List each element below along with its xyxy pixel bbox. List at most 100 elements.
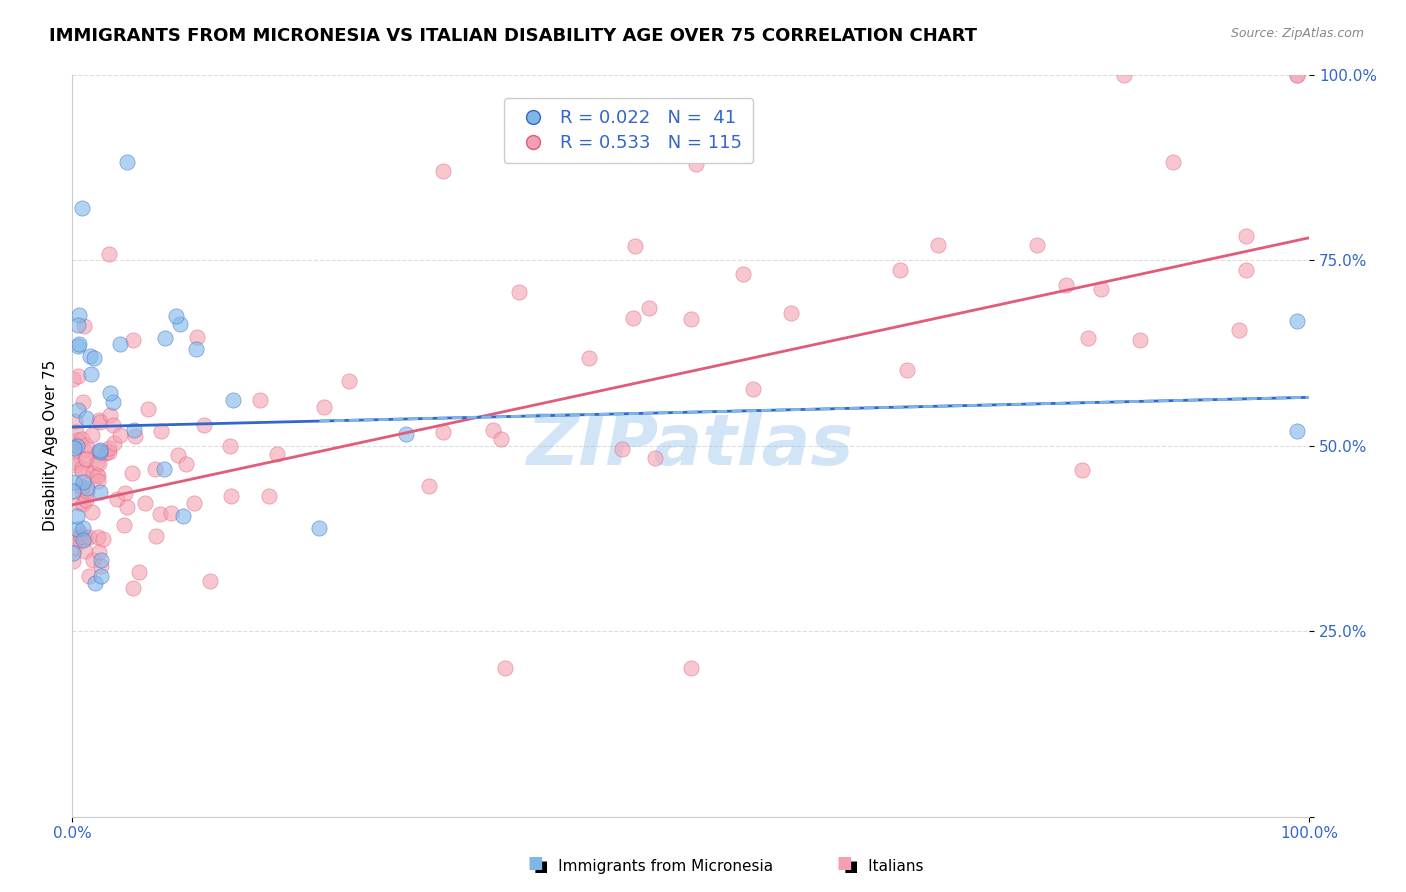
Point [89, 415, 111, 429]
Point [75, 410, 97, 425]
Point [67, 338, 90, 352]
Point [103, 417, 125, 432]
Point [193, 417, 215, 432]
Point [75, 438, 97, 452]
Text: IMMIGRANTS FROM MICRONESIA VS ITALIAN DISABILITY AGE OVER 75 CORRELATION CHART: IMMIGRANTS FROM MICRONESIA VS ITALIAN DI… [49, 27, 977, 45]
Point [578, 351, 600, 365]
Point [98, 408, 121, 422]
Point [115, 500, 138, 515]
Point [80, 506, 103, 520]
Point [219, 489, 242, 503]
Point [153, 331, 176, 345]
Point [1090, 282, 1112, 296]
Point [122, 333, 145, 347]
Point [89, 443, 111, 458]
Point [200, 574, 222, 589]
Point [395, 426, 418, 441]
Point [76, 484, 98, 499]
Point [91, 533, 114, 547]
Point [84, 576, 107, 591]
Point [121, 466, 143, 480]
Point [312, 401, 335, 415]
Point [1054, 278, 1077, 293]
Point [679, 312, 702, 326]
Point [927, 238, 949, 252]
Point [186, 329, 208, 343]
Point [73, 443, 96, 458]
Point [86, 467, 108, 482]
Point [94, 445, 117, 459]
Point [63, 414, 86, 428]
Point [1285, 314, 1308, 328]
Point [90, 569, 112, 583]
Point [134, 496, 156, 510]
Point [110, 428, 132, 442]
Point [1236, 228, 1258, 243]
Point [1234, 263, 1257, 277]
Point [266, 447, 288, 461]
Point [174, 457, 197, 471]
Point [62, 443, 84, 458]
Point [87, 468, 110, 483]
Point [621, 310, 644, 325]
Point [70, 485, 93, 500]
Point [72, 533, 94, 547]
Point [67, 402, 90, 417]
Point [65, 425, 87, 439]
Point [1026, 238, 1049, 252]
Point [87, 474, 110, 488]
Point [89, 444, 111, 458]
Point [98, 442, 121, 456]
Point [101, 395, 124, 409]
Point [70, 530, 93, 544]
Point [1071, 463, 1094, 477]
Point [169, 317, 191, 331]
Text: ■  Italians: ■ Italians [844, 859, 924, 874]
Point [105, 492, 128, 507]
Point [96, 445, 118, 459]
Point [70, 201, 93, 215]
Point [731, 267, 754, 281]
Point [89, 445, 111, 459]
Point [685, 156, 707, 170]
Point [86, 530, 108, 544]
Point [89, 413, 111, 427]
Point [218, 439, 240, 453]
Point [624, 239, 647, 253]
Point [62, 546, 84, 560]
Point [1112, 68, 1135, 82]
Point [72, 480, 94, 494]
Point [103, 435, 125, 450]
Point [257, 489, 280, 503]
Point [70, 465, 93, 479]
Point [77, 530, 100, 544]
Point [90, 558, 112, 573]
Text: ZIPatlas: ZIPatlas [527, 411, 855, 480]
Point [66, 522, 89, 536]
Point [1077, 331, 1099, 345]
Point [89, 484, 111, 499]
Point [65, 458, 87, 472]
Point [66, 508, 89, 523]
Point [644, 450, 666, 465]
Point [65, 531, 87, 545]
Point [69, 534, 91, 549]
Point [70, 432, 93, 446]
Point [70, 460, 93, 475]
Point [112, 518, 135, 533]
Point [73, 531, 96, 545]
Point [62, 541, 84, 555]
Point [637, 301, 659, 315]
Point [249, 392, 271, 407]
Point [779, 306, 801, 320]
Point [183, 496, 205, 510]
Point [72, 497, 94, 511]
Point [98, 246, 121, 260]
Point [742, 382, 765, 396]
Point [122, 424, 145, 438]
Point [82, 466, 104, 480]
Point [159, 506, 181, 520]
Legend: R = 0.022   N =  41, R = 0.533   N = 115: R = 0.022 N = 41, R = 0.533 N = 115 [505, 98, 754, 163]
Point [124, 429, 146, 443]
Text: ■  Immigrants from Micronesia: ■ Immigrants from Micronesia [534, 859, 773, 874]
